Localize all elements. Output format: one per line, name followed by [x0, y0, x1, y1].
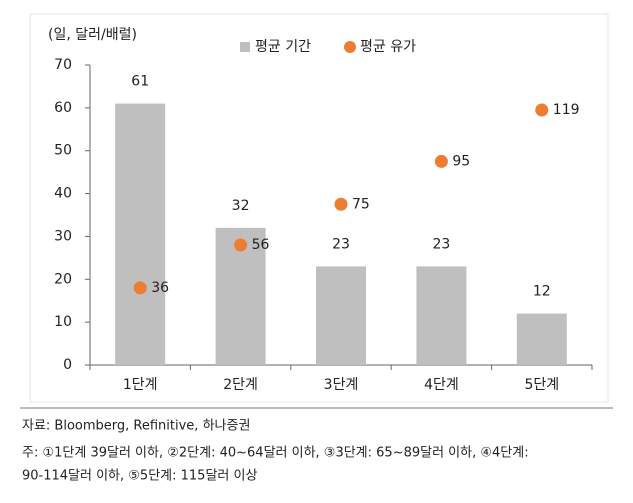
y-tick-label: 40	[54, 186, 72, 202]
legend-swatch	[344, 41, 356, 53]
legend-label: 평균 유가	[360, 39, 416, 55]
y-tick-label: 20	[54, 271, 72, 287]
legend-swatch	[240, 42, 250, 52]
data-label: 23	[332, 236, 350, 252]
x-tick-label: 4단계	[424, 377, 459, 393]
x-tick-label: 1단계	[123, 377, 158, 393]
y-tick-label: 30	[54, 228, 72, 244]
chart-title: (일, 달러/배럴)	[48, 27, 137, 43]
frame	[29, 13, 609, 403]
x-tick-label: 3단계	[324, 377, 359, 393]
data-label: 32	[232, 198, 250, 214]
x-tick-label: 2단계	[223, 377, 258, 393]
y-tick-label: 70	[54, 57, 72, 73]
bar	[316, 266, 366, 365]
data-label: 95	[452, 153, 470, 169]
dot	[535, 103, 549, 117]
dot	[133, 281, 147, 295]
note-line: 주: ①1단계 39달러 이하, ②2단계: 40~64달러 이하, ③3단계:…	[22, 446, 529, 461]
bar	[115, 103, 166, 366]
dot	[334, 197, 348, 211]
bar	[416, 266, 467, 365]
data-label: 119	[553, 102, 580, 118]
data-label: 36	[151, 280, 169, 296]
data-label: 61	[131, 74, 149, 90]
y-tick-label: 0	[63, 357, 72, 373]
y-tick-label: 10	[54, 314, 72, 330]
legend-label: 평균 기간	[255, 39, 311, 55]
note-line: 90-114달러 이하, ⑤5단계: 115달러 이상	[22, 469, 257, 484]
data-label: 23	[432, 236, 450, 252]
data-label: 56	[252, 237, 270, 253]
data-label: 75	[352, 196, 370, 212]
y-tick-label: 50	[54, 143, 72, 159]
data-label: 12	[533, 284, 551, 300]
x-tick-label: 5단계	[524, 377, 559, 393]
dot	[434, 154, 448, 168]
source: 자료: Bloomberg, Refinitive, 하나증권	[22, 419, 250, 434]
y-tick-label: 60	[54, 100, 72, 116]
bar	[516, 313, 567, 365]
dot	[234, 238, 248, 252]
